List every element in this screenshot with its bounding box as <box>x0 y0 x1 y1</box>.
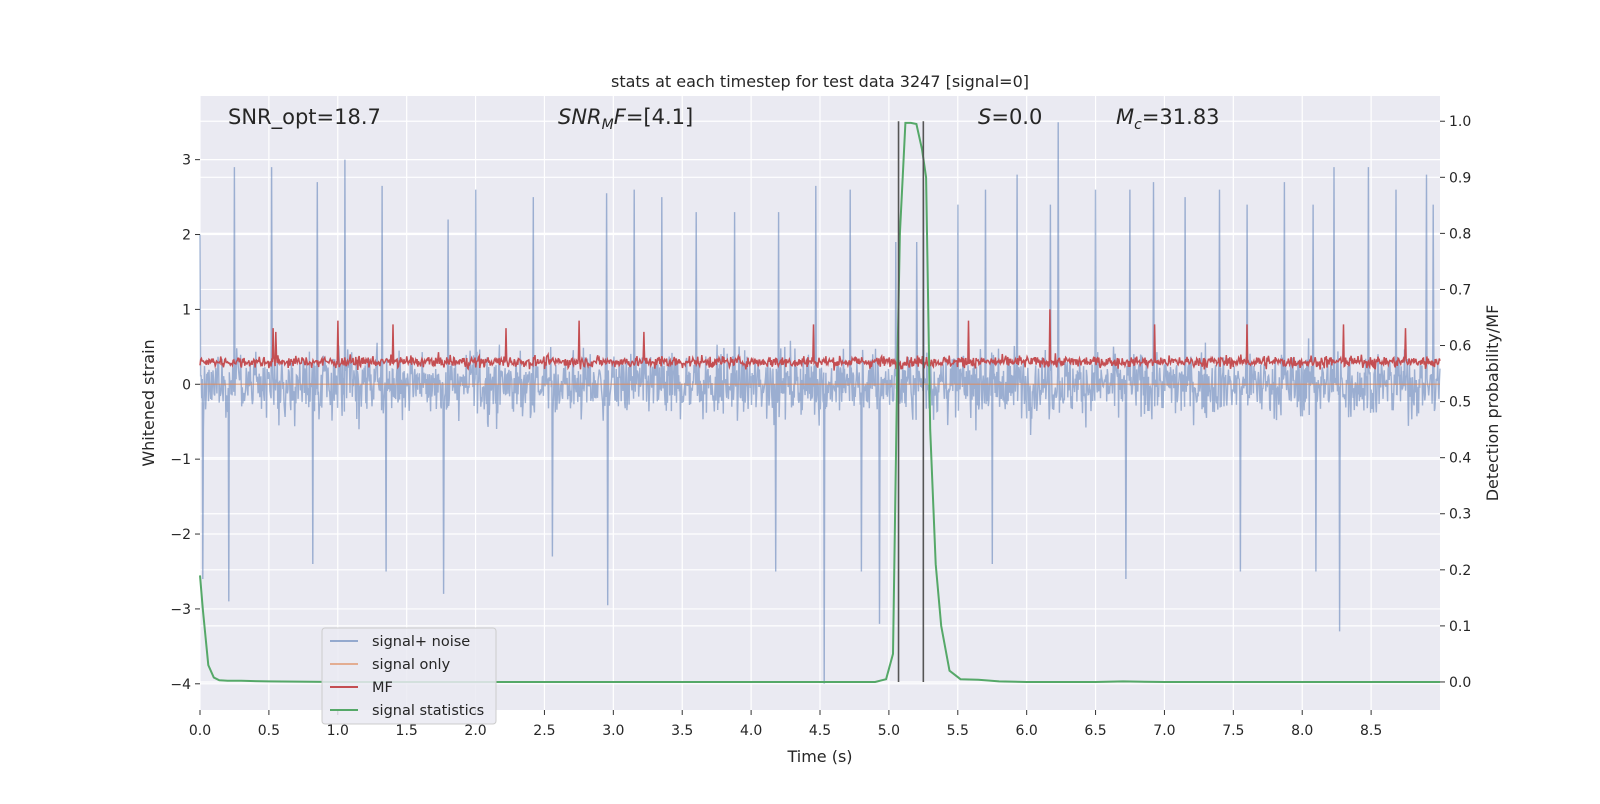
x-tick-label: 3.0 <box>602 723 624 739</box>
annotation-snr-mf: SNRMF=[4.1] <box>558 105 693 133</box>
annotation-s-base: S <box>978 105 991 129</box>
legend-box <box>321 627 497 725</box>
y-left-tick-label: −3 <box>170 602 191 618</box>
legend-label-signal-noise: signal+ noise <box>372 634 470 650</box>
x-tick-label: 6.0 <box>1016 723 1038 739</box>
legend-label-signal-statistics: signal statistics <box>372 703 484 719</box>
x-tick-label: 2.5 <box>533 723 555 739</box>
annotation-snr-mf-sub: M <box>602 117 614 133</box>
chart-title: stats at each timestep for test data 324… <box>611 72 1029 91</box>
legend-label-mf: MF <box>372 680 393 696</box>
y-left-tick-label: −2 <box>170 527 191 543</box>
annotation-snr-mf-rest-f: F <box>614 105 627 129</box>
series-signal-statistics-line <box>199 121 1440 683</box>
y-right-tick-label: 0.8 <box>1449 226 1471 242</box>
x-tick-label: 5.5 <box>947 723 969 739</box>
x-tick-label: 4.5 <box>809 723 831 739</box>
y-left-tick-label: 0 <box>182 377 191 393</box>
x-tick-label: 1.5 <box>396 723 418 739</box>
x-tick-label: 7.0 <box>1153 723 1175 739</box>
annotation-s: S=0.0 <box>978 105 1042 129</box>
y-left-tick-label: −4 <box>170 677 191 693</box>
x-tick-label: 6.5 <box>1084 723 1106 739</box>
annotation-mc: Mc=31.83 <box>1116 105 1220 133</box>
y-right-tick-label: 0.6 <box>1449 339 1471 355</box>
y-left-tick-label: −1 <box>170 452 191 468</box>
legend: signal+ noise signal only MF signal stat… <box>321 627 497 725</box>
x-tick-label: 1.0 <box>327 723 349 739</box>
y-axis-label-right: Detection probability/MF <box>1483 305 1502 502</box>
y-right-tick-label: 0.2 <box>1449 563 1471 579</box>
y-right-tick-label: 0.4 <box>1449 451 1471 467</box>
x-tick-label: 0.0 <box>189 723 211 739</box>
y-left-tick-labels: 3 2 1 0 −1 −2 −3 −4 <box>170 153 200 693</box>
y-left-tick-label: 2 <box>182 228 191 244</box>
annotation-mc-sub: c <box>1134 117 1142 133</box>
annotation-mc-base: M <box>1116 105 1134 129</box>
legend-label-signal-only: signal only <box>372 657 451 673</box>
annotation-snr-opt: SNR_opt=18.7 <box>228 105 381 130</box>
y-right-tick-label: 0.5 <box>1449 395 1471 411</box>
y-right-tick-label: 0.1 <box>1449 619 1471 635</box>
x-tick-label: 4.0 <box>740 723 762 739</box>
x-tick-label: 8.5 <box>1360 723 1382 739</box>
vertical-markers <box>897 121 925 682</box>
y-right-tick-label: 0.0 <box>1449 675 1471 691</box>
x-tick-label: 5.0 <box>878 723 900 739</box>
y-right-tick-label: 0.3 <box>1449 507 1471 523</box>
y-axis-label-left: Whitened strain <box>139 339 158 466</box>
y-right-tick-label: 1.0 <box>1449 114 1471 130</box>
x-tick-label: 0.5 <box>258 723 280 739</box>
x-tick-label: 2.0 <box>464 723 486 739</box>
x-axis-label: Time (s) <box>786 747 852 766</box>
y-left-tick-label: 1 <box>182 302 191 318</box>
series-signal-noise-line <box>199 122 1441 684</box>
x-tick-labels: 0.0 0.5 1.0 1.5 2.0 2.5 3.0 3.5 4.0 4.5 5.0 5.5 6.0 6… <box>189 710 1382 739</box>
x-tick-label: 8.0 <box>1291 723 1313 739</box>
y-right-tick-labels: 1.0 0.9 0.8 0.7 0.6 0.5 0.4 0.3 0.2 0.1 0.0 <box>1440 114 1471 691</box>
series-layer <box>199 121 1441 684</box>
annotation-mc-rest: =31.83 <box>1142 105 1220 129</box>
annotation-snr-mf-rest: =[4.1] <box>626 105 693 129</box>
x-tick-label: 3.5 <box>671 723 693 739</box>
annotation-s-rest: =0.0 <box>991 105 1042 129</box>
y-right-tick-label: 0.7 <box>1449 282 1471 298</box>
y-right-tick-label: 0.9 <box>1449 170 1471 186</box>
series-mf-line <box>199 309 1441 371</box>
annotation-snr-mf-base: SNR <box>558 105 602 129</box>
x-tick-label: 7.5 <box>1222 723 1244 739</box>
y-left-tick-label: 3 <box>182 153 191 169</box>
